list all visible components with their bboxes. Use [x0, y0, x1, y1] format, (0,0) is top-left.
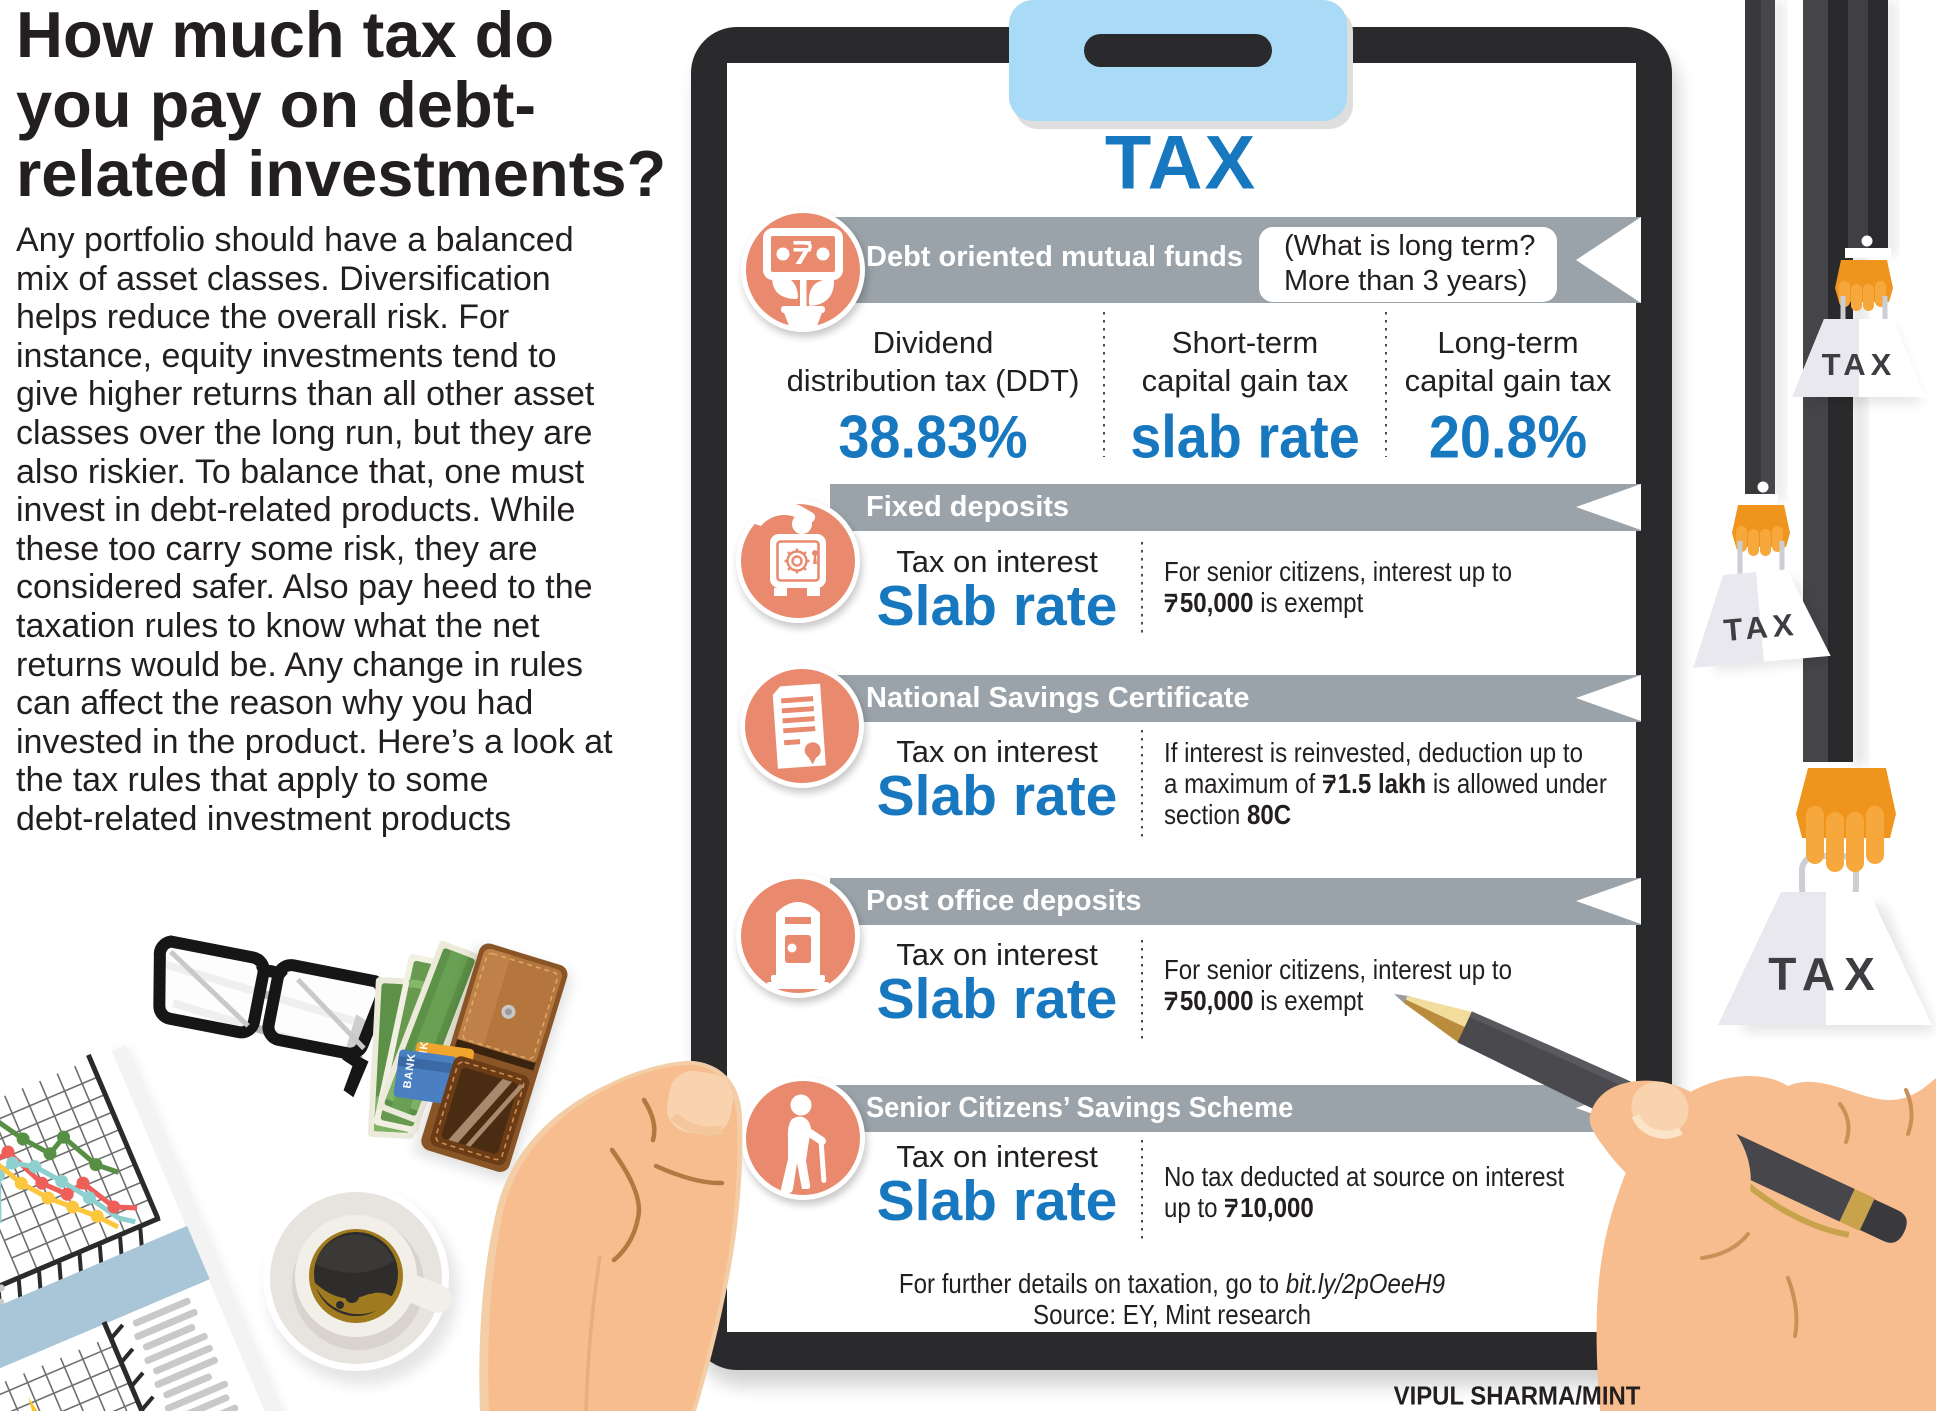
svg-text:TAX: TAX [1722, 607, 1799, 648]
svg-text:TAX: TAX [1822, 347, 1897, 382]
svg-text:BANK: BANK [401, 1052, 418, 1089]
svg-text:TAX: TAX [1768, 948, 1884, 1000]
